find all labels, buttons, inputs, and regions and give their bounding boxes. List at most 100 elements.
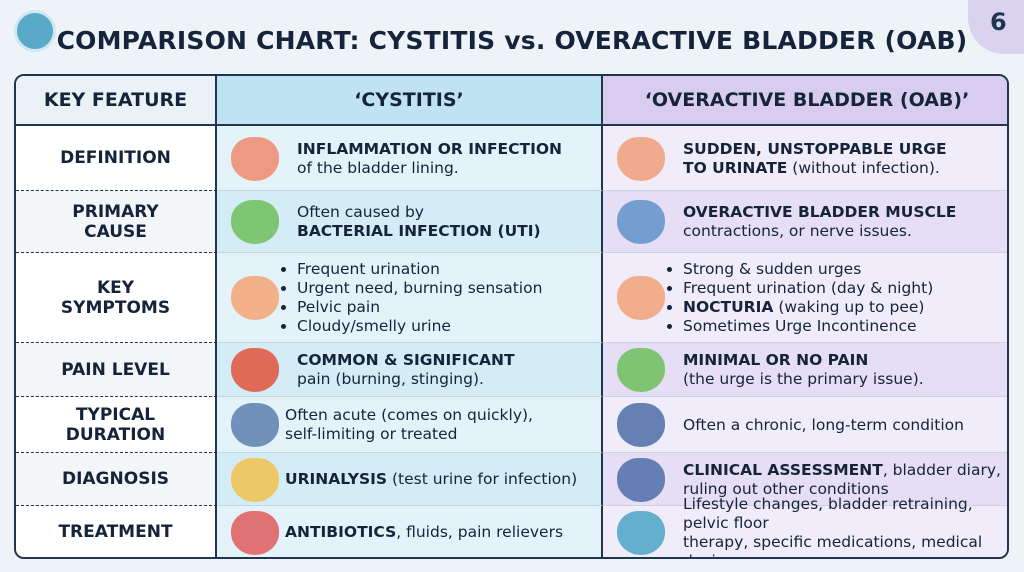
text-line: SUDDEN, UNSTOPPABLE URGE [683, 140, 1003, 159]
text-run: (the urge is the primary issue). [683, 370, 924, 388]
icon [231, 510, 279, 555]
column-header: ‘OVERACTIVE BLADDER (OAB)’ [603, 76, 1007, 126]
cell-text: Often caused by BACTERIAL INFECTION (UTI) [297, 191, 595, 253]
text-line: ANTIBIOTICS, fluids, pain relievers [285, 523, 595, 542]
text-run: NOCTURIA [683, 298, 774, 316]
icon [231, 457, 279, 502]
bullet-item: Urgent need, burning sensation [297, 279, 595, 298]
bullet-item: Strong & sudden urges [683, 260, 1003, 279]
text-run: SUDDEN, UNSTOPPABLE URGE [683, 139, 947, 158]
text-line: OVERACTIVE BLADDER MUSCLE [683, 203, 1003, 222]
column-header: ‘CYSTITIS’ [217, 76, 603, 126]
cell-background [603, 506, 1007, 557]
text-run: ruling out other conditions [683, 479, 889, 498]
text-run: Pelvic pain [297, 298, 381, 316]
text-run: therapy, specific medications, medical d… [683, 532, 983, 558]
text-line: of the bladder lining. [297, 159, 595, 178]
text-run: of the bladder lining. [297, 158, 459, 177]
text-line: URINALYSIS (test urine for infection) [285, 470, 595, 489]
text-line: BACTERIAL INFECTION (UTI) [297, 222, 595, 241]
icon [617, 276, 665, 320]
cell-background [217, 253, 603, 343]
text-run: Strong & sudden urges [683, 260, 862, 278]
comparison-table: KEY FEATURE ‘CYSTITIS’ ‘OVERACTIVE BLADDER… [14, 74, 1009, 559]
text-line: INFLAMMATION OR INFECTION [297, 140, 595, 159]
text-run: COMMON & SIGNIFICANT [297, 351, 515, 369]
cell-background [603, 343, 1007, 397]
text-run: URINALYSIS [285, 470, 388, 488]
text-line: MINIMAL OR NO PAIN [683, 351, 1003, 370]
text-run: BACTERIAL INFECTION (UTI) [297, 222, 541, 240]
text-run: INFLAMMATION OR INFECTION [297, 139, 563, 158]
bullet-item: Pelvic pain [297, 298, 595, 317]
icon [231, 276, 279, 320]
icon [231, 136, 279, 181]
text-run: (waking up to pee) [773, 298, 925, 316]
cell-text: COMMON & SIGNIFICANT pain (burning, sting… [297, 343, 595, 397]
text-run: , bladder diary, [882, 460, 1001, 479]
logo [14, 10, 56, 52]
bullet-item: Frequent urination [297, 260, 595, 279]
text-line: therapy, specific medications, medical d… [683, 532, 1003, 558]
key-feature: PAIN LEVEL [16, 343, 217, 397]
text-run: (test urine for infection) [387, 470, 578, 488]
text-run: TO URINATE [683, 158, 788, 177]
text-line: (the urge is the primary issue). [683, 370, 1003, 389]
text-run: MINIMAL OR NO PAIN [683, 351, 869, 369]
bullet-list: Strong & sudden urgesFrequent urination … [669, 260, 1003, 336]
icon [617, 457, 665, 502]
cell-text: Lifestyle changes, bladder retraining, p… [683, 495, 1003, 558]
icon [617, 136, 665, 181]
text-line: TO URINATE (without infection). [683, 159, 1003, 178]
cell-background [603, 253, 1007, 343]
cell-background [603, 126, 1007, 191]
cell-background [217, 343, 603, 397]
cell-text: URINALYSIS (test urine for infection) [285, 453, 595, 506]
key-feature: KEY SYMPTOMS [16, 253, 217, 343]
text-run: OVERACTIVE BLADDER MUSCLE [683, 203, 957, 221]
text-run: Cloudy/smelly urine [297, 317, 451, 335]
text-line: Often caused by [297, 203, 595, 222]
text-line: COMMON & SIGNIFICANT [297, 351, 595, 370]
column-header: KEY FEATURE [16, 76, 217, 126]
text-run: CLINICAL ASSESSMENT [683, 460, 883, 479]
icon [231, 403, 279, 447]
text-run: (without infection). [787, 158, 940, 177]
icon [231, 348, 279, 392]
text-run: pain (burning, stinging). [297, 370, 484, 388]
key-feature: DIAGNOSIS [16, 453, 217, 506]
bullet-item: NOCTURIA (waking up to pee) [683, 298, 1003, 317]
text-run: ANTIBIOTICS [285, 523, 397, 541]
cell-text: Frequent urinationUrgent need, burning s… [283, 253, 595, 343]
cell-text: SUDDEN, UNSTOPPABLE URGE TO URINATE (with… [683, 126, 1003, 191]
text-line: Often acute (comes on quickly), [285, 406, 595, 425]
text-line: pain (burning, stinging). [297, 370, 595, 389]
bullet-item: Sometimes Urge Incontinence [683, 317, 1003, 336]
key-feature: TREATMENT [16, 506, 217, 557]
text-run: Frequent urination [297, 260, 440, 278]
text-run: Often caused by [297, 203, 424, 221]
cell-background [217, 506, 603, 557]
bullet-list: Frequent urinationUrgent need, burning s… [283, 260, 595, 336]
icon [617, 348, 665, 392]
cell-text: INFLAMMATION OR INFECTION of the bladder … [297, 126, 595, 191]
text-line: ruling out other conditions [683, 480, 1003, 499]
text-line: contractions, or nerve issues. [683, 222, 1003, 241]
icon [617, 510, 665, 555]
text-line: CLINICAL ASSESSMENT, bladder diary, [683, 461, 1003, 480]
cell-background [217, 397, 603, 453]
text-run: Frequent urination (day & night) [683, 279, 934, 297]
text-run: Urgent need, burning sensation [297, 279, 543, 297]
text-line: Often a chronic, long-term condition [683, 416, 1003, 435]
text-run: Often a chronic, long-term condition [683, 415, 964, 434]
cell-text: CLINICAL ASSESSMENT, bladder diary, rulin… [683, 453, 1003, 506]
text-run: Often acute (comes on quickly), [285, 406, 533, 424]
key-feature: TYPICAL DURATION [16, 397, 217, 453]
cell-background [217, 126, 603, 191]
text-run: Sometimes Urge Incontinence [683, 317, 917, 335]
icon [617, 403, 665, 447]
cell-text: MINIMAL OR NO PAIN (the urge is the prima… [683, 343, 1003, 397]
cell-background [217, 453, 603, 506]
title: COMPARISON CHART: CYSTITIS vs. OVERACTIV… [56, 26, 968, 55]
